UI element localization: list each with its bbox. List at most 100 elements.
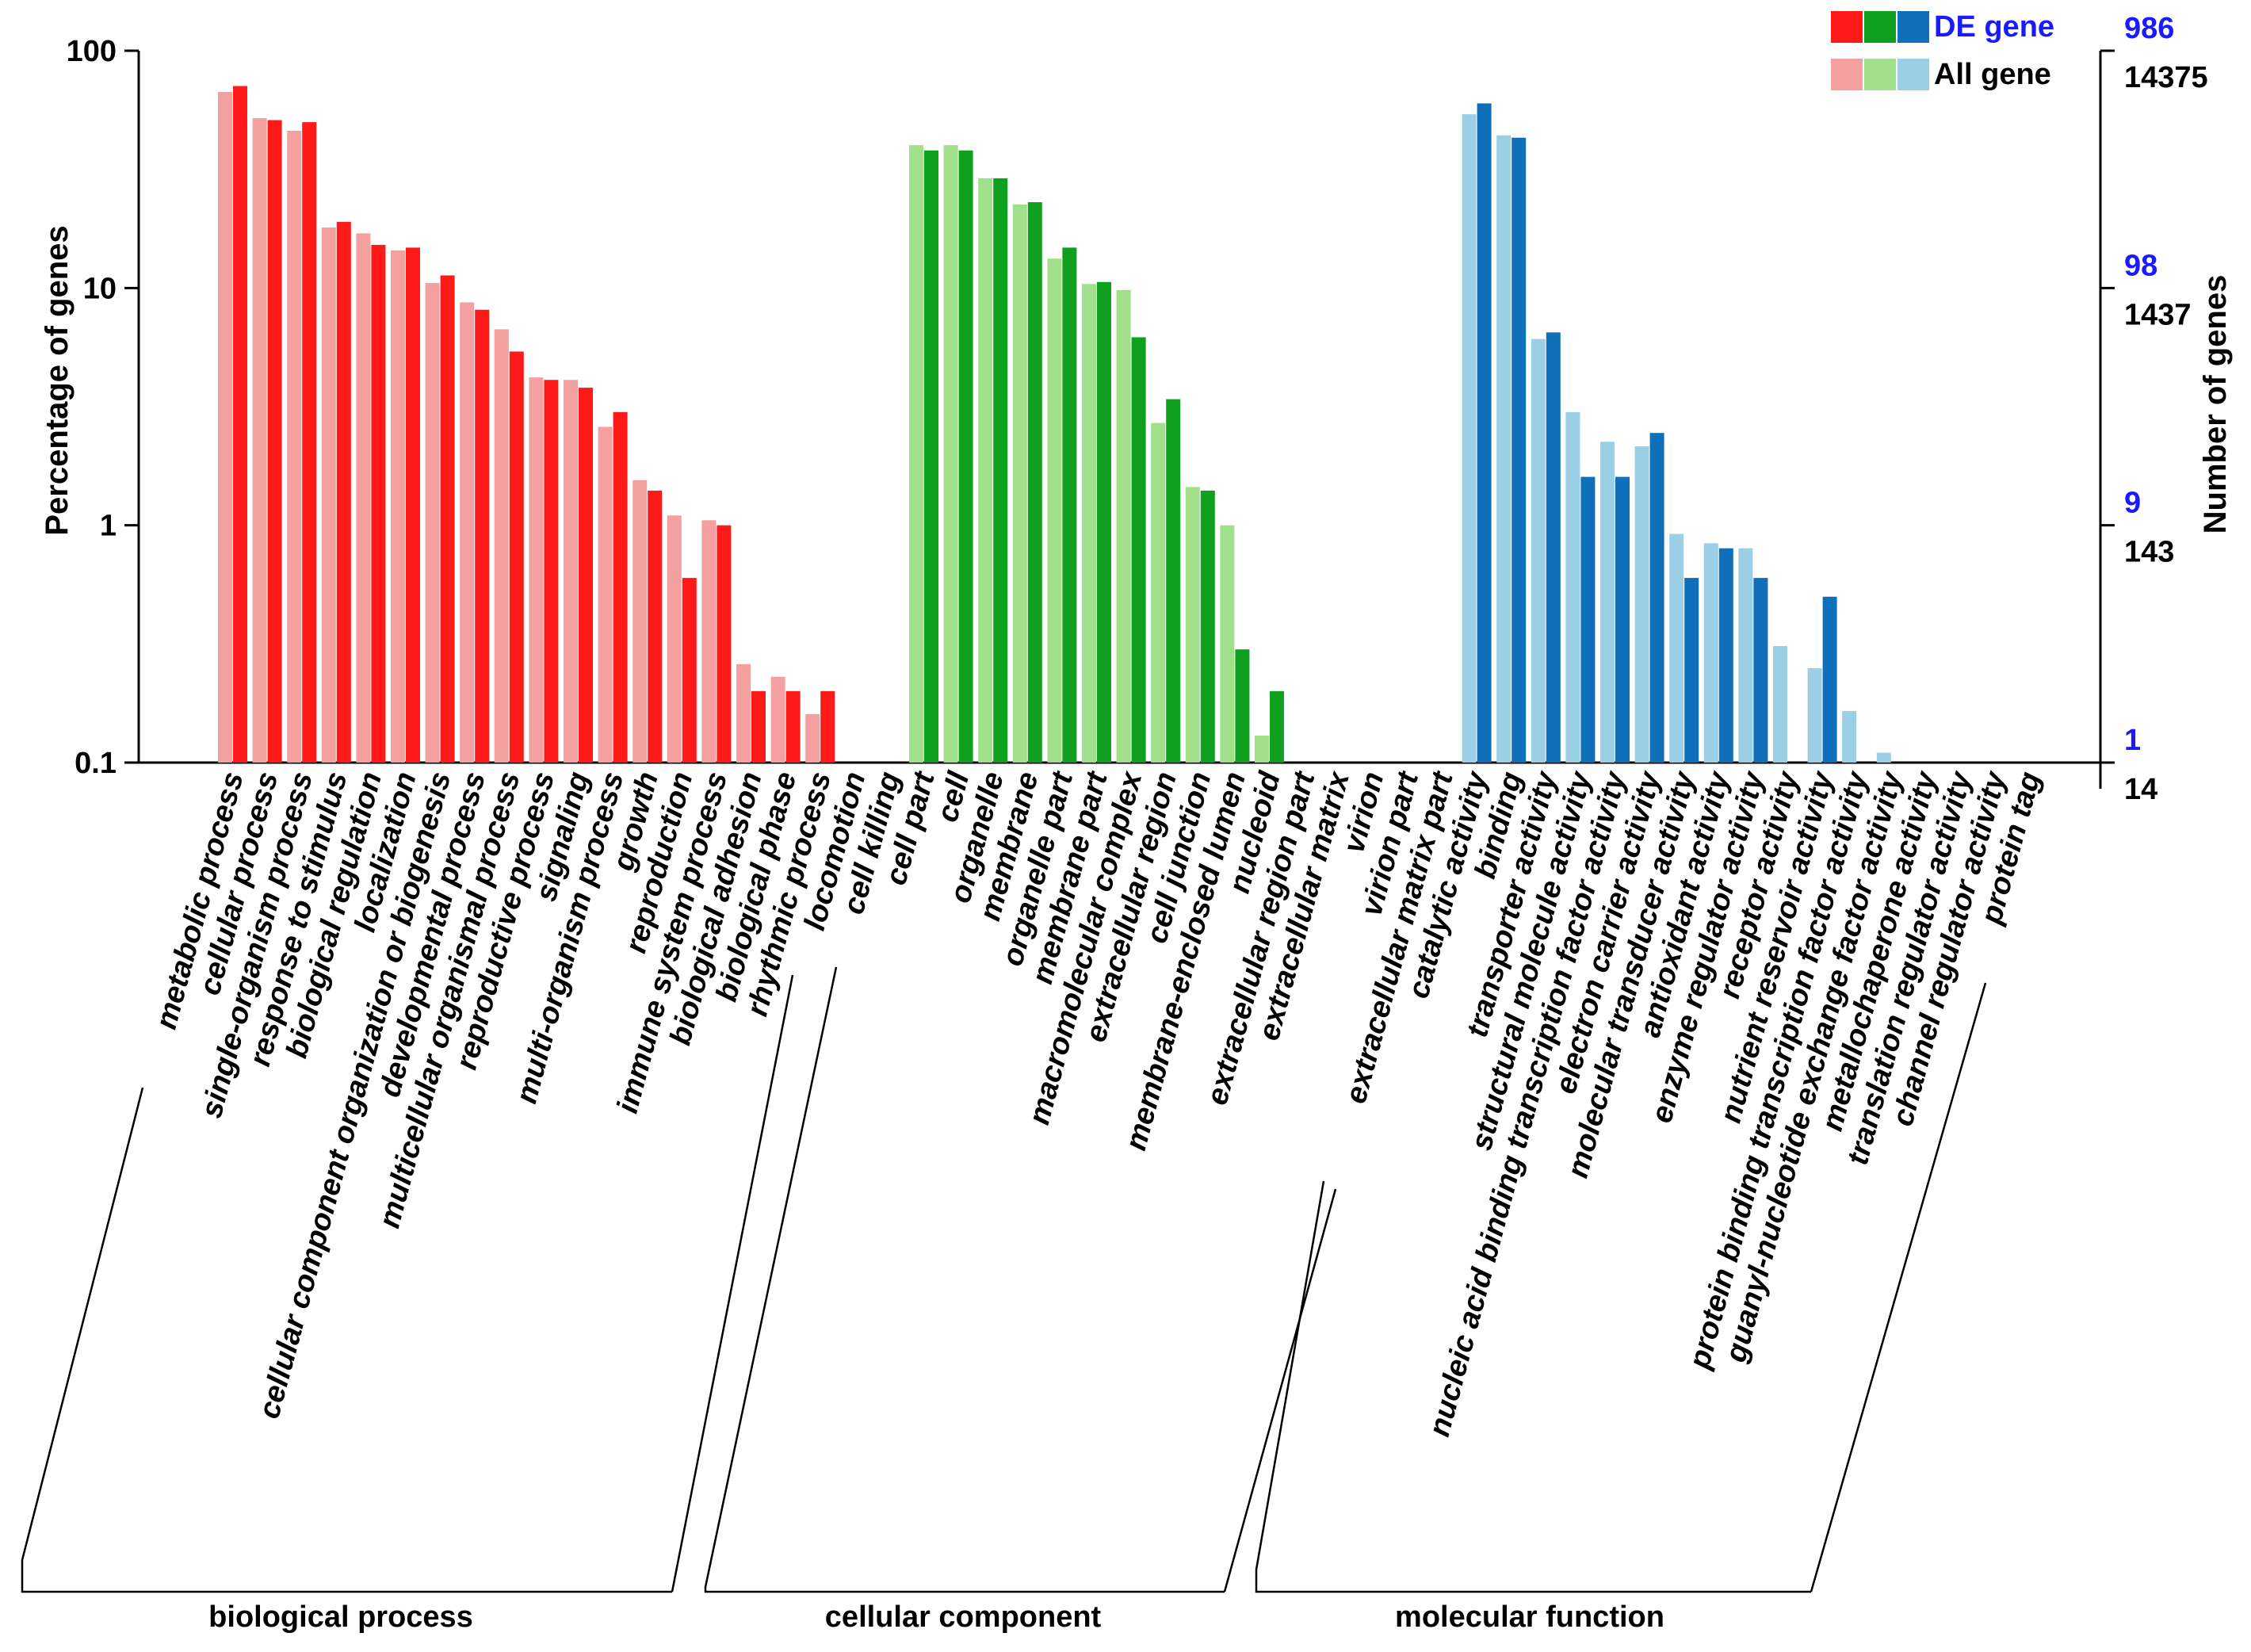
bar-all-gene bbox=[1255, 735, 1269, 763]
legend-swatch-all-mf bbox=[1897, 59, 1929, 90]
bar-all-gene bbox=[598, 426, 613, 763]
right-tick-label-de: 98 bbox=[2124, 249, 2157, 282]
bar-all-gene bbox=[218, 92, 232, 763]
bar-de-gene bbox=[1546, 332, 1561, 763]
legend-swatch-de-cc bbox=[1864, 11, 1896, 43]
bar-all-gene bbox=[943, 145, 958, 763]
bar-all-gene bbox=[1876, 752, 1891, 763]
bar-de-gene bbox=[302, 122, 317, 763]
bar-de-gene bbox=[682, 578, 697, 763]
legend-all-label: All gene bbox=[1934, 58, 2051, 91]
bar-de-gene bbox=[785, 690, 801, 763]
group-bracket-slant bbox=[1810, 982, 1987, 1593]
bar-de-gene bbox=[924, 150, 938, 763]
bar-all-gene bbox=[667, 515, 682, 763]
bar-de-gene bbox=[613, 411, 628, 763]
bar-all-gene bbox=[1151, 423, 1166, 763]
y-tick-label: 0.1 bbox=[75, 747, 117, 780]
bar-de-gene bbox=[1235, 649, 1250, 763]
bar-all-gene bbox=[564, 380, 578, 763]
bar-de-gene bbox=[509, 351, 524, 763]
bar-all-gene bbox=[529, 377, 544, 763]
bar-de-gene bbox=[1822, 596, 1837, 763]
bar-de-gene bbox=[958, 150, 973, 763]
bar-all-gene bbox=[978, 178, 993, 763]
bar-all-gene bbox=[1600, 442, 1615, 763]
bar-all-gene bbox=[425, 282, 440, 763]
bar-de-gene bbox=[1511, 137, 1527, 763]
legend-swatch-all-cc bbox=[1864, 59, 1896, 90]
bar-de-gene bbox=[1615, 476, 1630, 763]
bar-all-gene bbox=[909, 145, 923, 763]
right-tick-label-all: 14 bbox=[2124, 773, 2157, 806]
right-tick-label-de: 1 bbox=[2124, 724, 2141, 757]
bar-de-gene bbox=[1580, 476, 1596, 763]
bar-de-gene bbox=[406, 247, 420, 763]
bar-de-gene bbox=[1062, 247, 1077, 763]
bar-all-gene bbox=[1012, 204, 1027, 763]
group-bracket-slant bbox=[671, 974, 794, 1593]
bar-all-gene bbox=[1773, 645, 1787, 763]
bar-de-gene bbox=[1166, 399, 1181, 763]
bar-de-gene bbox=[1718, 548, 1733, 763]
right-tick-label-de: 9 bbox=[2124, 487, 2141, 520]
right-tick-label-all: 1437 bbox=[2124, 298, 2192, 331]
bar-de-gene bbox=[440, 275, 455, 763]
bar-all-gene bbox=[1185, 487, 1200, 763]
right-tick-label-all: 143 bbox=[2124, 536, 2174, 569]
bar-de-gene bbox=[717, 525, 732, 763]
bar-all-gene bbox=[770, 676, 785, 763]
legend: DE gene All gene bbox=[1831, 10, 2054, 91]
bar-de-gene bbox=[371, 244, 386, 763]
bar-de-gene bbox=[820, 690, 835, 763]
bar-all-gene bbox=[1531, 338, 1546, 763]
group-bracket bbox=[704, 966, 1225, 1593]
group-brackets-layer: biological process cellular component mole… bbox=[21, 966, 1987, 1634]
legend-swatch-de-mf bbox=[1897, 11, 1929, 43]
bar-de-gene bbox=[751, 690, 766, 763]
bar-all-gene bbox=[356, 233, 371, 763]
group-label: molecular function bbox=[1395, 1600, 1664, 1634]
y-axis-title-left: Percentage of genes bbox=[40, 225, 75, 535]
bar-de-gene bbox=[1477, 103, 1492, 763]
group-bracket bbox=[1255, 1180, 1811, 1593]
bars-layer bbox=[218, 86, 1891, 763]
bar-all-gene bbox=[1116, 289, 1131, 763]
bar-all-gene bbox=[494, 329, 509, 763]
y-tick-label: 1 bbox=[100, 510, 117, 543]
bar-all-gene bbox=[391, 250, 405, 763]
bar-de-gene bbox=[267, 120, 282, 763]
bar-all-gene bbox=[1496, 135, 1511, 763]
bar-all-gene bbox=[1220, 525, 1235, 763]
legend-de-label: DE gene bbox=[1934, 10, 2054, 44]
bar-all-gene bbox=[1565, 411, 1580, 763]
y-axis-title-right: Number of genes bbox=[2198, 275, 2233, 534]
right-tick-label-de: 986 bbox=[2124, 12, 2174, 45]
bar-all-gene bbox=[1462, 114, 1477, 763]
bar-all-gene bbox=[1703, 543, 1718, 763]
bar-all-gene bbox=[632, 480, 648, 763]
bar-all-gene bbox=[460, 302, 475, 763]
bar-all-gene bbox=[1738, 548, 1753, 763]
bar-all-gene bbox=[1807, 667, 1822, 763]
bar-de-gene bbox=[1684, 578, 1699, 763]
bar-de-gene bbox=[1649, 433, 1664, 763]
bar-all-gene bbox=[1634, 446, 1649, 763]
bar-all-gene bbox=[287, 130, 302, 763]
bar-all-gene bbox=[1842, 710, 1857, 763]
bar-de-gene bbox=[579, 388, 593, 763]
bar-de-gene bbox=[544, 380, 559, 763]
bar-all-gene bbox=[1047, 258, 1062, 763]
bar-de-gene bbox=[1270, 690, 1284, 763]
bar-all-gene bbox=[1082, 284, 1096, 763]
bar-de-gene bbox=[1097, 281, 1111, 763]
y-tick-label: 10 bbox=[83, 272, 117, 305]
bar-all-gene bbox=[1669, 533, 1684, 763]
bar-de-gene bbox=[233, 86, 247, 763]
group-label: cellular component bbox=[825, 1600, 1102, 1634]
group-label: biological process bbox=[208, 1600, 473, 1634]
bar-de-gene bbox=[1131, 337, 1146, 763]
bar-de-gene bbox=[1753, 578, 1768, 763]
bar-de-gene bbox=[475, 309, 490, 763]
